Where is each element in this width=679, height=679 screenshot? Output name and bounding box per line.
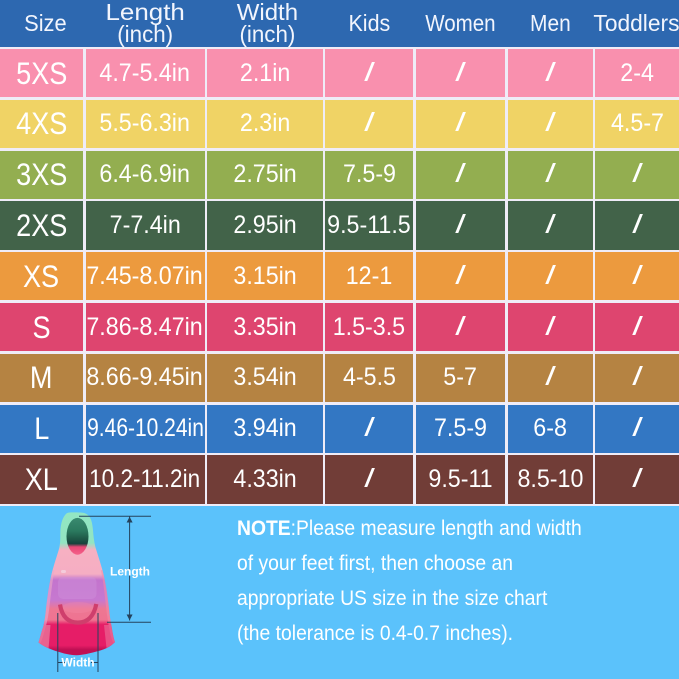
svg-text:Width: Width bbox=[61, 656, 94, 670]
svg-text:Length: Length bbox=[110, 565, 150, 579]
